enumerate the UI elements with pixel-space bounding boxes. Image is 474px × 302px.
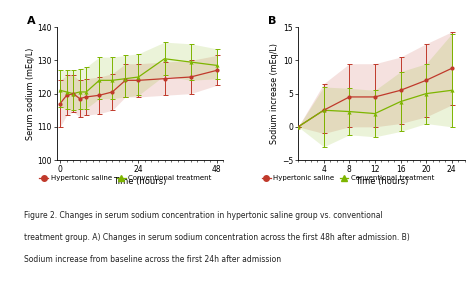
Text: treatment group. A) Changes in serum sodium concentration across the first 48h a: treatment group. A) Changes in serum sod…	[24, 233, 410, 242]
X-axis label: Time (hours): Time (hours)	[355, 177, 408, 186]
Text: Sodium increase from baseline across the first 24h after admission: Sodium increase from baseline across the…	[24, 255, 281, 264]
Y-axis label: Sodium increase (mEq/L): Sodium increase (mEq/L)	[270, 43, 279, 144]
Y-axis label: Serum sodium (mEq/L): Serum sodium (mEq/L)	[26, 47, 35, 140]
Legend: Hypertonic saline, Conventional treatment: Hypertonic saline, Conventional treatmen…	[36, 172, 215, 184]
Legend: Hypertonic saline, Conventional treatment: Hypertonic saline, Conventional treatmen…	[259, 172, 438, 184]
Text: A: A	[27, 16, 36, 26]
X-axis label: Time (hours): Time (hours)	[113, 177, 167, 186]
Text: Figure 2. Changes in serum sodium concentration in hypertonic saline group vs. c: Figure 2. Changes in serum sodium concen…	[24, 211, 383, 220]
Text: B: B	[268, 16, 276, 26]
